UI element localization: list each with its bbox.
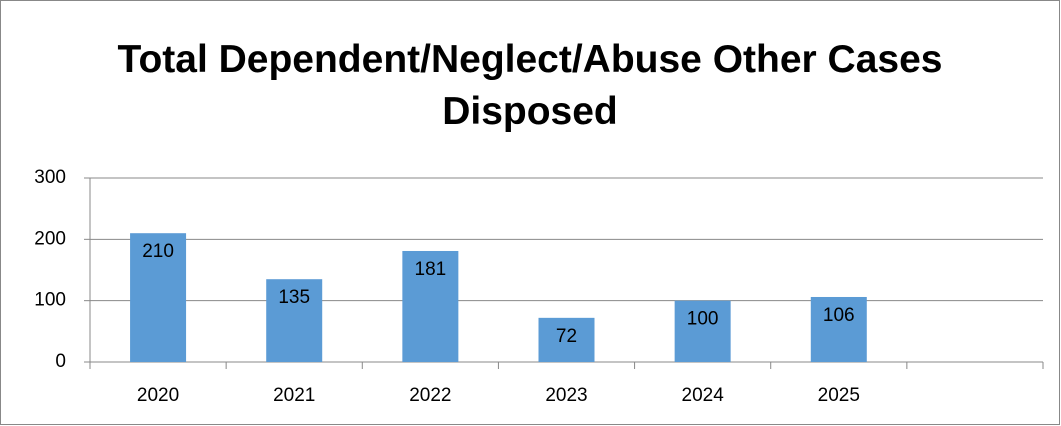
bar xyxy=(674,300,731,362)
chart-title: Total Dependent/Neglect/Abuse Other Case… xyxy=(117,38,943,133)
x-tick-label: 2023 xyxy=(545,385,587,406)
data-label: 210 xyxy=(142,241,174,262)
data-label: 135 xyxy=(278,287,310,308)
data-label: 106 xyxy=(823,305,855,326)
bar xyxy=(810,296,867,362)
bar xyxy=(130,233,187,362)
x-tick-label: 2020 xyxy=(137,385,179,406)
data-label: 181 xyxy=(415,259,447,280)
data-label: 72 xyxy=(556,326,577,347)
y-tick-label: 0 xyxy=(55,351,66,372)
y-tick-label: 200 xyxy=(34,228,66,249)
x-tick-label: 2021 xyxy=(273,385,315,406)
x-tick-label: 2024 xyxy=(682,385,725,406)
y-tick-label: 300 xyxy=(34,167,66,188)
x-tick-label: 2025 xyxy=(818,385,860,406)
y-tick-label: 100 xyxy=(34,290,66,311)
bar xyxy=(402,250,459,362)
bar xyxy=(266,279,323,362)
data-label: 100 xyxy=(687,309,719,330)
x-tick-label: 2022 xyxy=(409,385,451,406)
bar xyxy=(538,317,595,362)
